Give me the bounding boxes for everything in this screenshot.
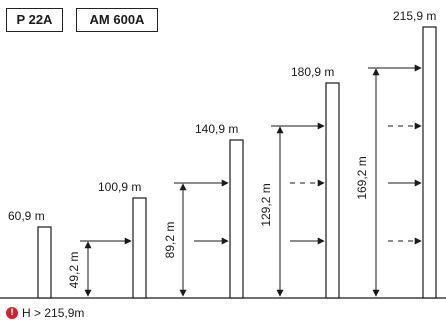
tab-p22a[interactable]: P 22A — [6, 8, 63, 32]
column-3 — [229, 139, 244, 299]
column-2 — [132, 197, 147, 299]
tab-am600a[interactable]: AM 600A — [76, 8, 158, 32]
footnote-text: H > 215,9m — [22, 305, 85, 320]
column-5 — [422, 26, 437, 299]
height-label-3: 89,2 m — [163, 222, 177, 259]
footnote: ! H > 215,9m — [6, 305, 84, 320]
column-3-top-label: 140,9 m — [195, 122, 238, 136]
height-label-2: 49,2 m — [67, 252, 81, 289]
column-1 — [37, 226, 52, 299]
height-label-4: 129,2 m — [259, 183, 273, 226]
height-label-5: 169,2 m — [355, 156, 369, 199]
column-2-top-label: 100,9 m — [98, 180, 141, 194]
column-1-top-label: 60,9 m — [8, 209, 45, 223]
column-5-top-label: 215,9 m — [393, 9, 436, 23]
column-4-top-label: 180,9 m — [291, 65, 334, 79]
warning-icon: ! — [6, 306, 18, 319]
column-4 — [325, 82, 340, 299]
